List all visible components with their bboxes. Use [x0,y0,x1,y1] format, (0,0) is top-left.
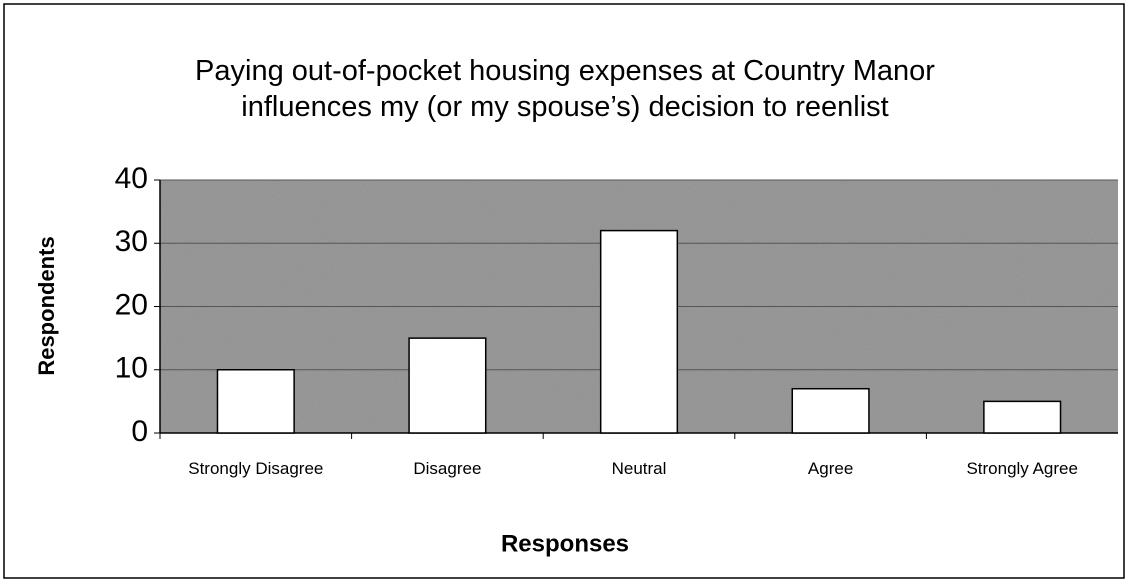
y-tick-label: 0 [131,415,148,448]
x-tick-label: Agree [808,459,853,478]
x-axis-label: Responses [501,530,629,557]
y-tick-label: 40 [115,162,148,195]
chart-title: Paying out-of-pocket housing expenses at… [195,55,935,123]
x-tick-label: Strongly Disagree [188,459,323,478]
bar [599,229,679,434]
y-tick-label: 10 [115,352,148,385]
y-axis-label: Respondents [34,236,59,375]
x-tick-label: Disagree [413,459,481,478]
bar [791,387,870,434]
bar [216,369,295,434]
x-tick-label: Neutral [612,459,667,478]
bar [408,337,487,434]
x-tick-label: Strongly Agree [966,459,1078,478]
y-tick-label: 30 [115,225,148,258]
y-tick-label: 20 [115,288,148,321]
bar [983,400,1062,434]
